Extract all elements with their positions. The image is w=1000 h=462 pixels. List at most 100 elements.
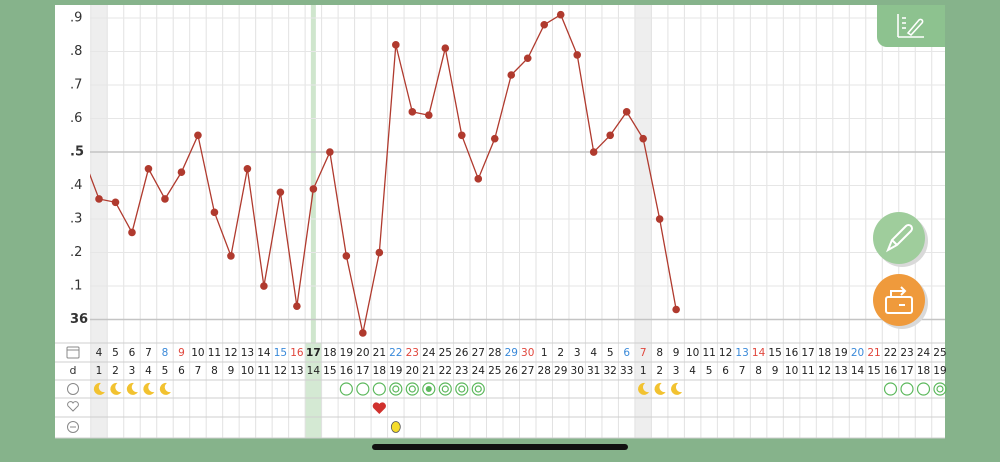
date-label: 13 bbox=[241, 347, 254, 359]
temperature-point bbox=[309, 185, 318, 193]
cycle-day: 5 bbox=[162, 365, 169, 377]
thermometer-tab[interactable] bbox=[877, 5, 945, 47]
temperature-point bbox=[474, 175, 483, 183]
cycle-day: 15 bbox=[867, 365, 880, 377]
double-circle-icon bbox=[455, 382, 469, 396]
moon-icon bbox=[654, 382, 666, 395]
date-label: 22 bbox=[389, 347, 402, 359]
double-circle-icon bbox=[405, 382, 419, 396]
cycle-day: 14 bbox=[307, 365, 321, 377]
double-circle-icon bbox=[438, 382, 452, 396]
share-icon bbox=[885, 286, 913, 314]
cycle-day: 4 bbox=[689, 365, 696, 377]
date-label: 13 bbox=[735, 347, 748, 359]
cycle-day: 4 bbox=[145, 365, 152, 377]
chart-panel bbox=[55, 5, 945, 438]
temperature-point bbox=[639, 134, 647, 143]
cycle-day: 6 bbox=[722, 365, 729, 377]
circle-icon bbox=[372, 382, 386, 396]
note-button[interactable] bbox=[873, 212, 925, 264]
cycle-day: 10 bbox=[241, 365, 254, 377]
y-tick-label: .3 bbox=[70, 212, 82, 227]
date-label: 25 bbox=[933, 347, 946, 359]
temperature-point bbox=[95, 195, 103, 203]
cycle-day: 28 bbox=[538, 365, 551, 377]
date-label: 14 bbox=[257, 347, 271, 359]
temperature-point bbox=[441, 44, 450, 52]
temperature-point bbox=[655, 215, 664, 223]
cycle-day: 8 bbox=[755, 365, 762, 377]
heart-mark bbox=[372, 402, 386, 414]
date-label: 14 bbox=[752, 347, 766, 359]
double-circle-icon bbox=[389, 382, 403, 396]
date-label: 11 bbox=[702, 347, 715, 359]
cycle-day: 7 bbox=[739, 365, 746, 377]
date-label: 12 bbox=[719, 347, 732, 359]
calendar-icon bbox=[66, 346, 80, 359]
temperature-point bbox=[556, 10, 565, 19]
y-tick-label: 36 bbox=[70, 312, 88, 327]
cycle-day: 2 bbox=[112, 365, 119, 377]
cycle-day: 9 bbox=[772, 365, 779, 377]
date-label: 18 bbox=[323, 347, 336, 359]
date-label: 21 bbox=[373, 347, 386, 359]
cycle-day: 17 bbox=[356, 365, 369, 377]
y-tick-label: .9 bbox=[70, 11, 82, 26]
cycle-day: 18 bbox=[917, 365, 930, 377]
cycle-day: 25 bbox=[488, 365, 501, 377]
y-tick-label: .7 bbox=[70, 78, 82, 93]
moon-icon bbox=[93, 382, 105, 395]
circle-icon bbox=[916, 382, 931, 396]
temperature-point bbox=[111, 198, 120, 207]
cycle-day: 14 bbox=[851, 365, 865, 377]
date-label: 6 bbox=[623, 347, 630, 359]
date-label: 19 bbox=[834, 347, 847, 359]
cycle-day: 3 bbox=[129, 365, 136, 377]
temperature-point bbox=[589, 148, 598, 156]
cycle-day: 6 bbox=[178, 365, 185, 377]
date-label: 23 bbox=[406, 347, 419, 359]
cycle-day: 7 bbox=[195, 365, 202, 377]
temperature-point bbox=[490, 134, 499, 143]
date-label: 26 bbox=[455, 347, 469, 359]
cycle-day: 22 bbox=[439, 365, 452, 377]
cycle-day: 29 bbox=[554, 365, 567, 377]
y-tick-label: .4 bbox=[70, 178, 82, 193]
home-indicator bbox=[372, 444, 628, 450]
y-tick-label: .6 bbox=[70, 111, 82, 126]
cycle-day: 15 bbox=[323, 365, 336, 377]
y-tick-label: .5 bbox=[70, 145, 84, 160]
cervical-icon bbox=[67, 383, 79, 395]
temperature-point bbox=[622, 108, 631, 116]
date-label: 17 bbox=[306, 347, 321, 359]
double-circle-icon bbox=[474, 385, 482, 393]
cycle-day: 33 bbox=[620, 365, 633, 377]
temperature-point bbox=[194, 131, 202, 140]
date-label: 17 bbox=[801, 347, 814, 359]
cycle-day: 30 bbox=[571, 365, 584, 377]
share-button[interactable] bbox=[873, 274, 925, 326]
date-label: 6 bbox=[129, 347, 136, 359]
circle-icon bbox=[356, 382, 370, 396]
star-icon bbox=[422, 382, 436, 396]
date-label: 24 bbox=[917, 347, 931, 359]
cycle-day: 5 bbox=[706, 365, 713, 377]
cycle-day: 12 bbox=[274, 365, 287, 377]
temperature-point bbox=[523, 54, 532, 63]
cycle-day: 16 bbox=[884, 365, 898, 377]
cycle-day: 32 bbox=[604, 365, 617, 377]
cycle-day: 17 bbox=[900, 365, 913, 377]
cycle-day: 2 bbox=[656, 365, 663, 377]
date-label: 28 bbox=[488, 347, 501, 359]
temperature-point bbox=[276, 188, 285, 197]
temperature-point bbox=[507, 71, 516, 79]
cycle-day: 13 bbox=[290, 365, 303, 377]
temperature-point bbox=[342, 252, 351, 260]
double-circle-icon bbox=[408, 385, 416, 393]
cycle-day: 11 bbox=[257, 365, 270, 377]
date-label: 3 bbox=[574, 347, 581, 359]
circle-icon bbox=[900, 382, 914, 396]
column-highlight bbox=[90, 5, 108, 438]
